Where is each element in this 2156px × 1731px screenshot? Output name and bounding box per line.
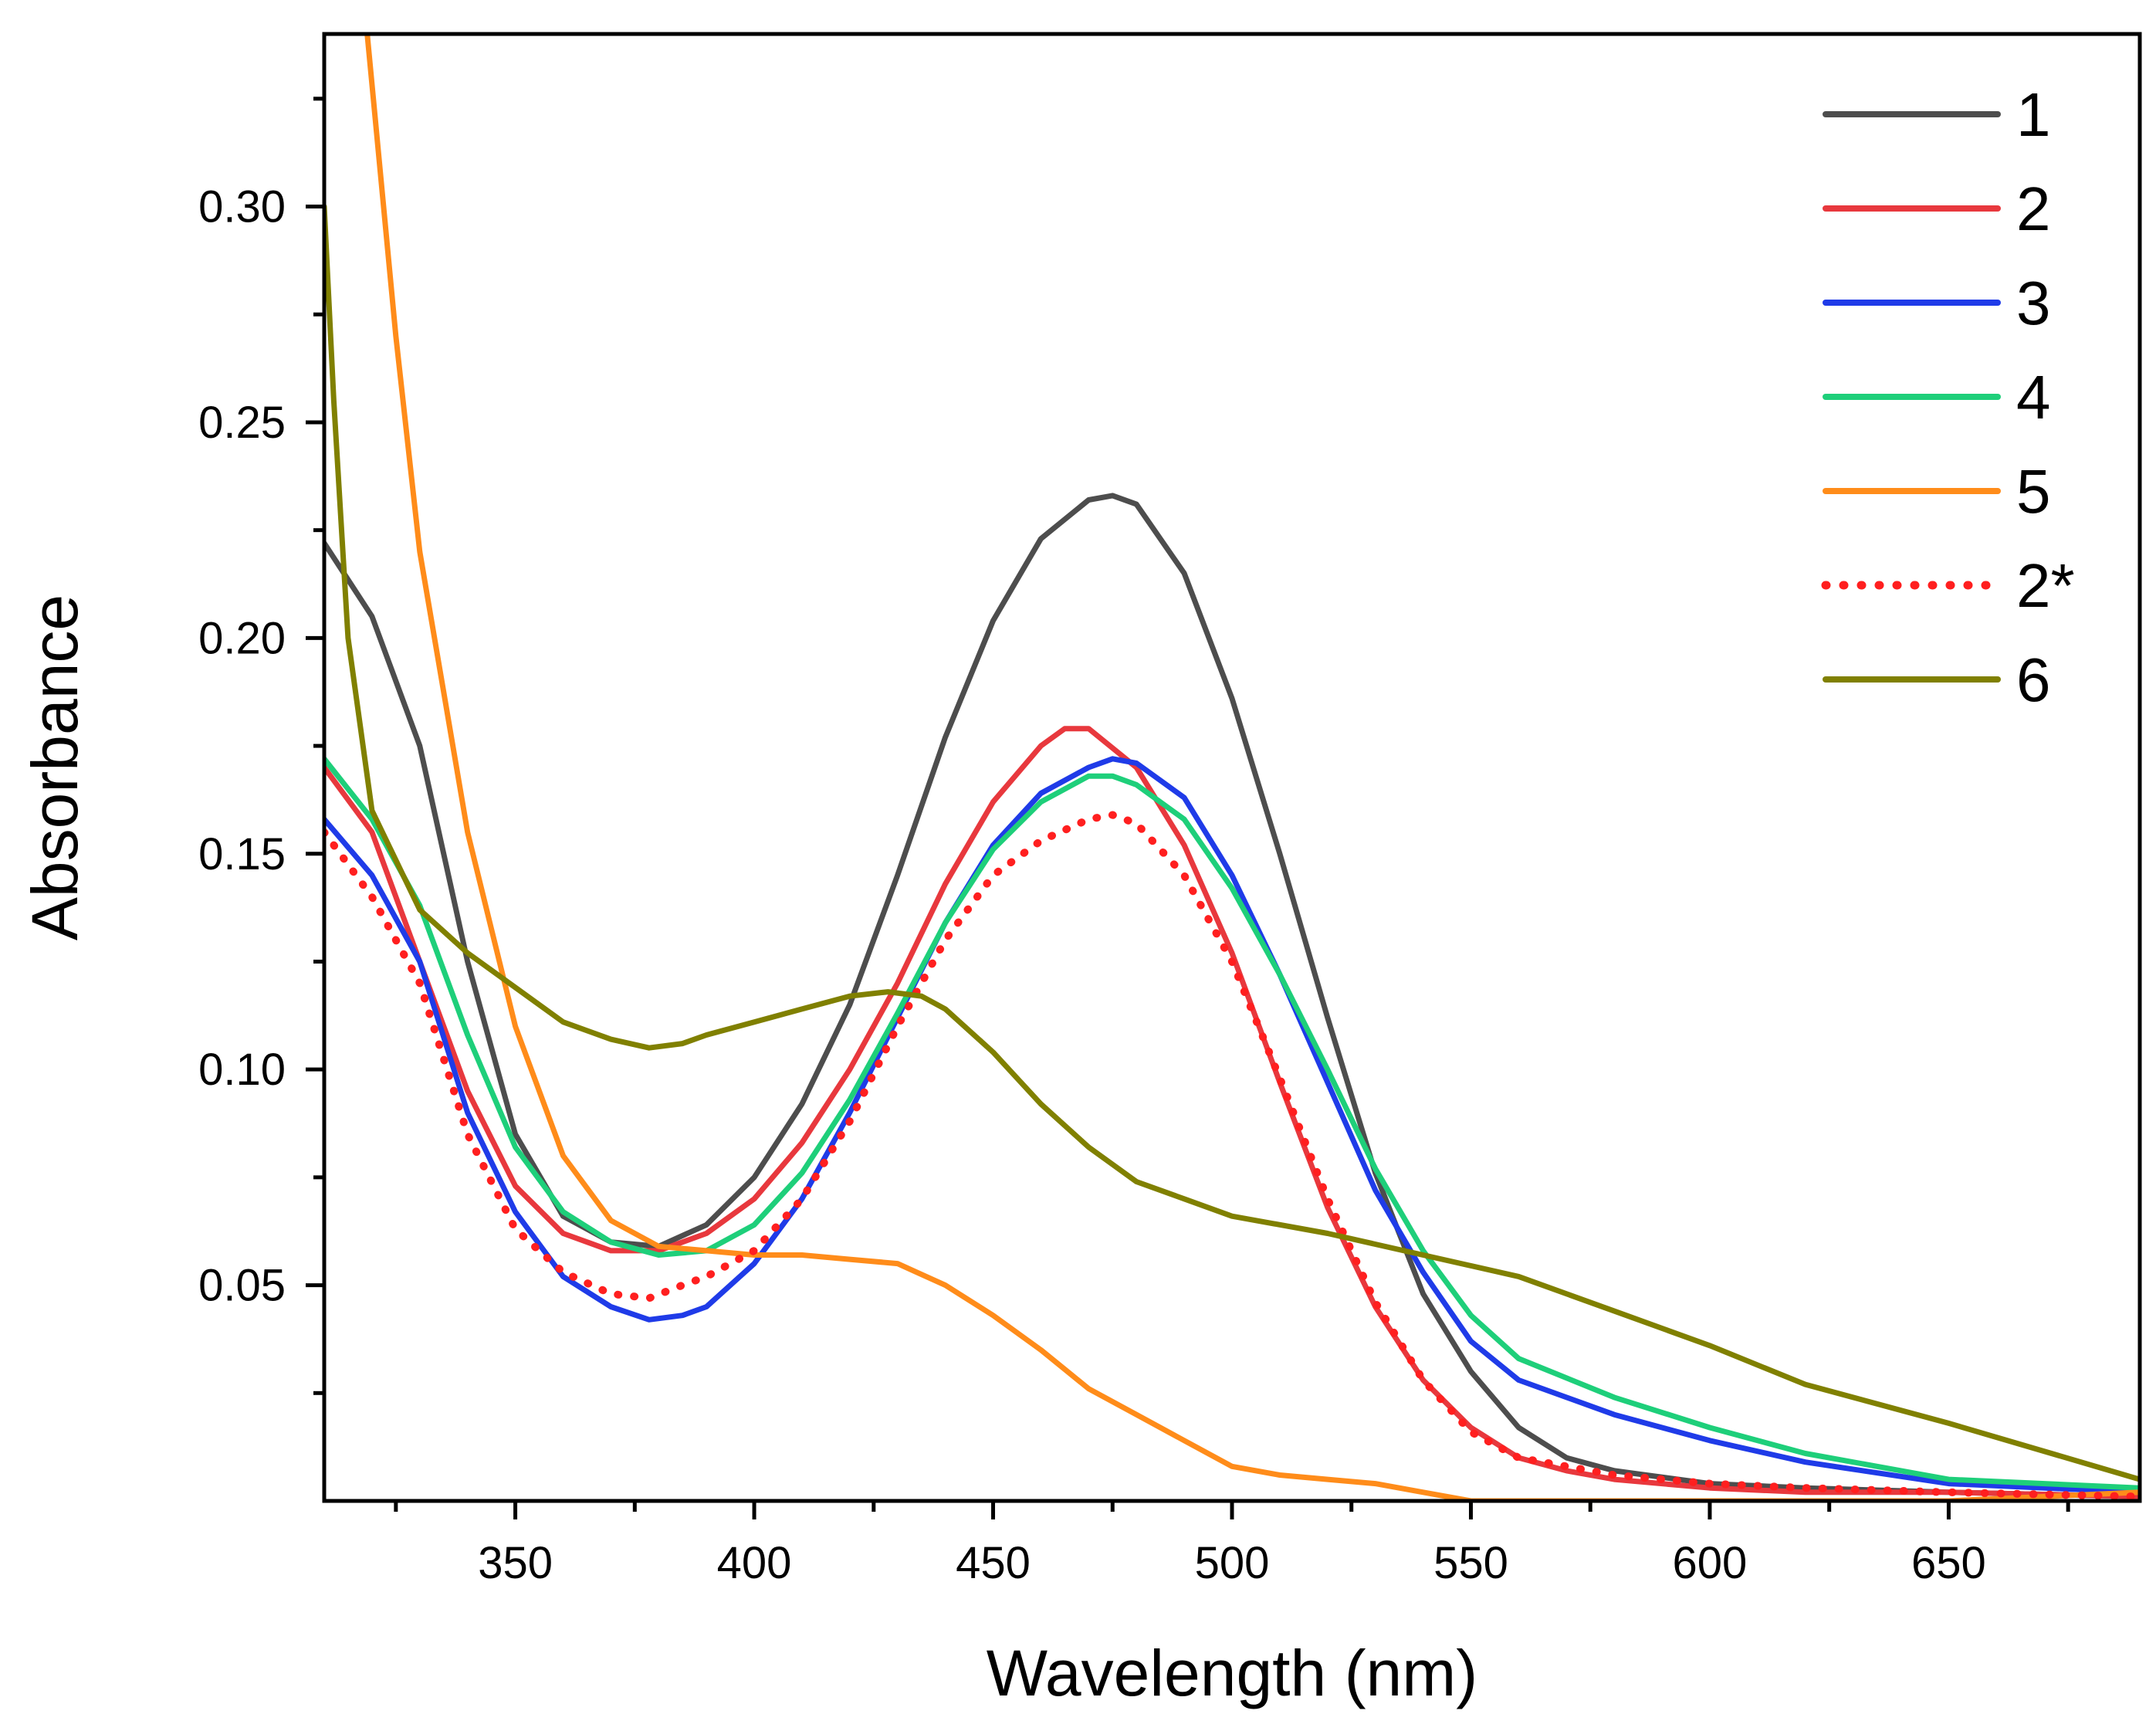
x-tick-label: 650: [1911, 1538, 1986, 1588]
legend-item: 1: [1823, 80, 2051, 149]
legend-item: 3: [1823, 269, 2051, 337]
y-tick-label: 0.15: [198, 829, 286, 879]
legend-label: 2*: [2016, 551, 2075, 620]
ticks-layer: 350 400 450 500 550 600 650 0.05 0.10 0.15 0.20 0.2…: [198, 97, 2070, 1588]
series-line-2: [324, 726, 2140, 1499]
y-tick-label: 0.25: [198, 398, 286, 448]
series-line-3: [324, 756, 2140, 1496]
series-line-7: [324, 204, 2140, 1482]
legend-label: 4: [2016, 363, 2051, 432]
y-axis-title: Absorbance: [19, 595, 91, 940]
series-line-1: [324, 493, 2140, 1499]
legend-label: 2: [2016, 174, 2051, 243]
legend-item: 6: [1823, 645, 2051, 714]
x-tick-label: 500: [1195, 1538, 1270, 1588]
plot-frame: [322, 32, 2142, 1503]
series-line-5: [364, 34, 2140, 1501]
legend-item: 2: [1823, 174, 2051, 243]
x-tick-label: 550: [1433, 1538, 1508, 1588]
y-tick-label: 0.10: [198, 1045, 286, 1095]
series-line-6: [324, 811, 2140, 1501]
legend-label: 3: [2016, 269, 2051, 337]
legend-label: 6: [2016, 645, 2051, 714]
x-axis-title: Wavelength (nm): [987, 1637, 1477, 1709]
series-layer: [324, 34, 2140, 1501]
legend-item: 5: [1823, 457, 2051, 526]
legend-label: 1: [2016, 80, 2051, 149]
legend-item: 4: [1823, 363, 2051, 432]
y-tick-label: 0.05: [198, 1261, 286, 1311]
legend: 1 2 3 4 5 2* 6: [1821, 80, 2075, 714]
x-tick-label: 350: [478, 1538, 553, 1588]
x-tick-label: 400: [717, 1538, 792, 1588]
x-tick-label: 600: [1673, 1538, 1748, 1588]
y-tick-label: 0.20: [198, 613, 286, 663]
legend-item: 2*: [1821, 551, 2075, 620]
x-tick-label: 450: [956, 1538, 1031, 1588]
y-tick-label: 0.30: [198, 182, 286, 232]
series-line-4: [324, 756, 2140, 1491]
legend-label: 5: [2016, 457, 2051, 526]
